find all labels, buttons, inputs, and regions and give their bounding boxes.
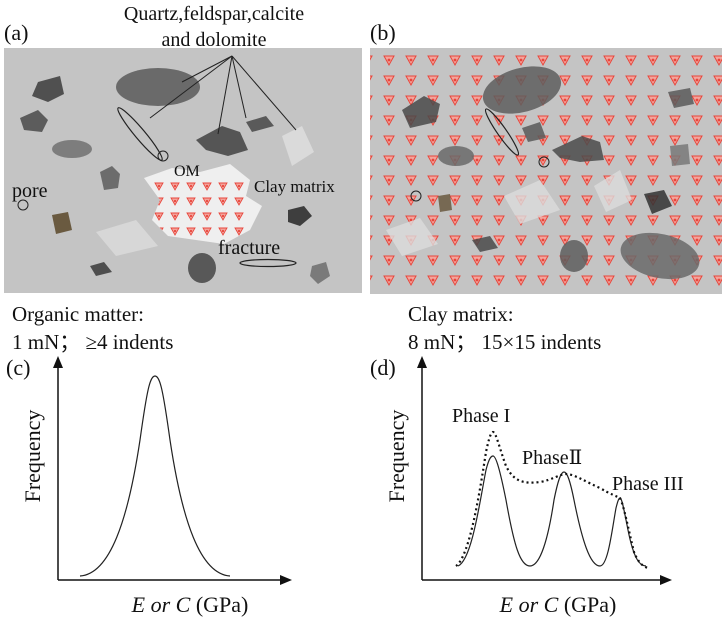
light-mineral [282,126,314,166]
phase-curves [457,455,647,567]
mineral-grain [188,253,216,283]
mineral-leader-lines [149,55,297,135]
mineral-grain [100,166,120,190]
panel-a: (a) Quartz,feldspar,calcite and dolomite… [4,3,362,293]
mineral-grain [482,66,562,114]
panel-d-xlabel-unit: (GPa) [558,592,616,617]
x-axis-arrow [280,575,292,585]
om-label: OM [174,163,200,180]
pore-label: pore [12,180,48,202]
mineral-grain [246,116,274,132]
om-distribution-curve [79,375,231,577]
mineral-grain [668,88,694,108]
mineral-grain [310,262,330,284]
mineral-grain [560,240,588,272]
mineral-grain [472,236,498,252]
panel-a-caption-line2: 1 mN； ≥4 indents [12,330,173,354]
mineral-grain [438,146,474,166]
panel-c-xlabel-unit: (GPa) [190,592,248,617]
panel-a-caption-line1: Organic matter: [12,302,144,326]
panel-b-minerals [402,66,700,280]
elongated-grain [484,108,520,156]
pore [17,199,29,211]
mineral-grain [620,232,700,280]
clay-matrix-label: Clay matrix [254,177,335,196]
panel-c-xlabel-var: E or C [131,592,191,617]
mineral-grain [20,110,48,132]
panel-c-ylabel: Frequency [20,410,45,503]
mineral-grain [32,76,64,102]
panel-d-ylabel: Frequency [384,410,409,503]
pore [538,156,550,168]
y-axis-arrow [53,356,63,368]
minerals-label-line2: and dolomite [162,29,267,51]
fracture-shape [239,258,297,268]
minerals-label-line1: Quartz,feldspar,calcite [124,3,304,25]
envelope-curve [455,430,649,570]
mineral-grain [670,144,690,166]
phase-2-label: PhaseⅡ [522,447,582,469]
panel-c: (c) Frequency E or C (GPa) [6,355,292,617]
light-mineral [594,170,632,212]
mineral-grain [196,126,248,156]
panel-c-xlabel: E or C (GPa) [131,592,249,617]
mineral-grain [402,96,440,128]
x-axis-arrow [660,575,672,585]
mineral-grain [52,140,92,158]
panel-d-xlabel-var: E or C [499,592,559,617]
panel-d-letter: (d) [370,355,396,380]
phase-1-label: Phase I [452,405,510,427]
panel-b-caption-line1: Clay matrix: [408,302,514,326]
panel-c-letter: (c) [6,355,30,380]
panel-b-letter: (b) [370,20,396,45]
panel-b-caption-line2: 8 mN； 15×15 indents [408,330,601,354]
light-mineral [504,180,560,224]
mineral-grain [438,194,452,212]
light-mineral [386,218,438,256]
pore [410,190,422,202]
panel-a-letter: (a) [4,20,28,45]
y-axis-arrow [417,356,427,368]
mineral-grain [522,122,546,142]
fracture-label: fracture [218,237,280,259]
light-mineral [96,220,158,256]
mineral-grain [90,262,112,276]
pore [157,150,169,162]
panel-b: (b) [370,20,722,294]
elongated-grain [117,107,163,161]
om-indent-grid [152,178,248,238]
panel-d: (d) Frequency Phase I PhaseⅡ Phase III E… [370,355,684,617]
panel-d-xlabel: E or C (GPa) [499,592,617,617]
mineral-grain [116,68,200,106]
mineral-grain [644,190,672,214]
mineral-grain [52,212,72,234]
mineral-grain [552,136,604,162]
mineral-grain [288,206,312,226]
phase-3-label: Phase III [612,473,684,495]
